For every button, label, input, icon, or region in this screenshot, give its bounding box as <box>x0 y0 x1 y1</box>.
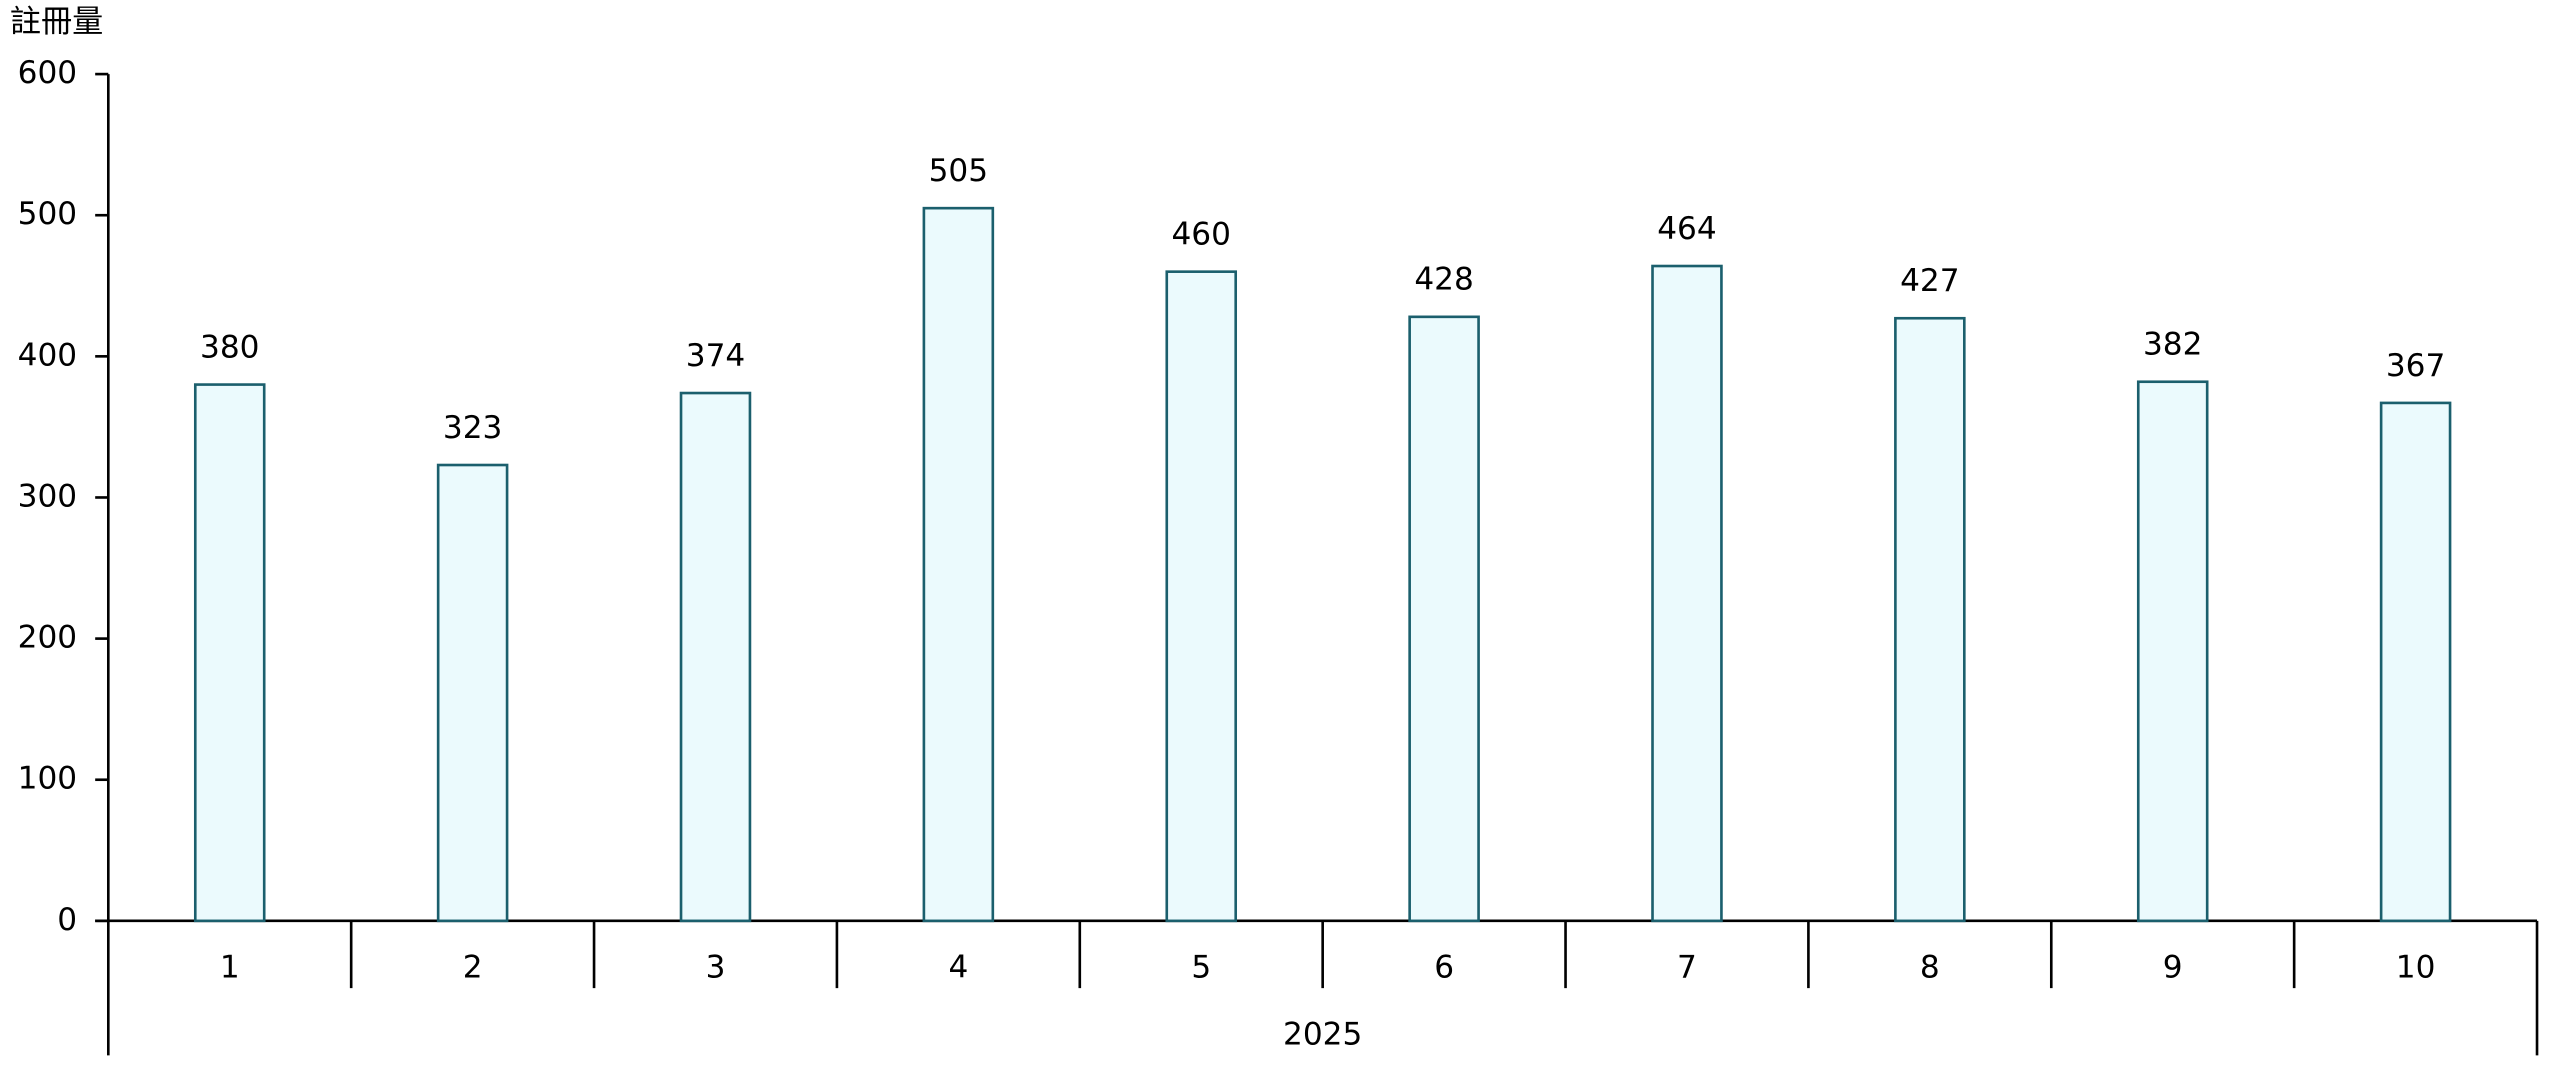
bar <box>679 391 752 923</box>
x-tick-label: 3 <box>706 949 726 985</box>
x-tick-label: 10 <box>2396 949 2436 985</box>
x-tick-label: 2 <box>463 949 483 985</box>
bar <box>1408 315 1480 923</box>
y-tick-label: 400 <box>18 337 77 373</box>
y-tick-label: 600 <box>18 55 77 91</box>
bar <box>436 463 509 923</box>
bar <box>1894 316 1966 923</box>
value-label: 460 <box>1171 217 1230 253</box>
y-tick-label: 200 <box>18 620 77 656</box>
bar <box>2136 380 2209 923</box>
x-tick-label: 6 <box>1434 949 1454 985</box>
y-axis-title: 註冊量 <box>10 4 103 40</box>
value-label: 505 <box>929 153 988 189</box>
value-label: 374 <box>686 338 745 374</box>
value-label: 323 <box>443 410 502 446</box>
value-label: 464 <box>1657 211 1716 247</box>
value-label: 380 <box>200 329 259 365</box>
bar <box>1651 264 1723 923</box>
value-label: 382 <box>2143 327 2202 363</box>
bar <box>193 383 266 923</box>
x-tick-label: 5 <box>1191 949 1211 985</box>
y-tick-label: 300 <box>18 478 77 514</box>
y-tick-label: 0 <box>57 902 77 938</box>
x-tick-label: 9 <box>2163 949 2183 985</box>
y-tick-label: 100 <box>18 761 77 797</box>
bar <box>2379 401 2452 923</box>
x-tick-label: 1 <box>220 949 240 985</box>
value-label: 367 <box>2386 348 2445 384</box>
value-label: 428 <box>1414 262 1473 298</box>
value-label: 427 <box>1900 263 1959 299</box>
group-label: 2025 <box>1283 1017 1362 1053</box>
x-tick-label: 4 <box>948 949 968 985</box>
bar <box>922 206 995 923</box>
x-tick-label: 8 <box>1920 949 1940 985</box>
bar <box>1165 270 1238 923</box>
y-tick-label: 500 <box>18 196 77 232</box>
x-tick-label: 7 <box>1677 949 1697 985</box>
